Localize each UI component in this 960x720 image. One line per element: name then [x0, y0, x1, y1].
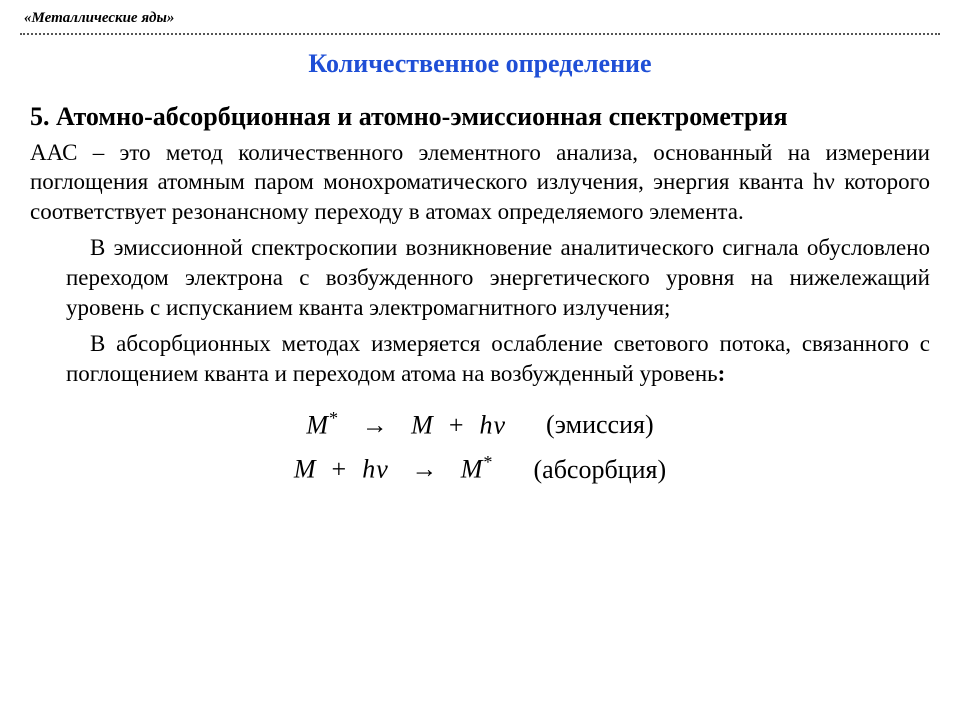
section-title: Количественное определение [20, 49, 940, 79]
equation-absorption-label: (абсорбция) [534, 448, 667, 492]
subheading-number: 5. [30, 102, 50, 131]
equation-absorption: M + hν → M* (абсорбция) [30, 447, 930, 492]
equations-block: M* → M + hν (эмиссия) M + hν → M* (абсор… [30, 403, 930, 493]
subheading: 5. Атомно-абсорбционная и атомно-эмиссио… [30, 101, 930, 134]
colon: : [718, 361, 726, 386]
divider [20, 33, 940, 35]
equation-emission-label: (эмиссия) [546, 403, 654, 447]
slide: «Металлические яды» Количественное опред… [0, 0, 960, 492]
equation-emission: M* → M + hν (эмиссия) [30, 403, 930, 448]
content-block: 5. Атомно-абсорбционная и атомно-эмиссио… [20, 101, 940, 492]
subheading-text: Атомно-абсорбционная и атомно-эмиссионна… [56, 102, 788, 131]
header-label: «Металлические яды» [20, 10, 940, 27]
paragraph-emission: В эмиссионной спектроскопии возникновени… [30, 233, 930, 323]
paragraph-aac: ААС – это метод количественного элементн… [30, 138, 930, 228]
paragraph-absorption-text: В абсорбционных методах измеряется ослаб… [66, 331, 930, 386]
paragraph-absorption: В абсорбционных методах измеряется ослаб… [30, 329, 930, 389]
